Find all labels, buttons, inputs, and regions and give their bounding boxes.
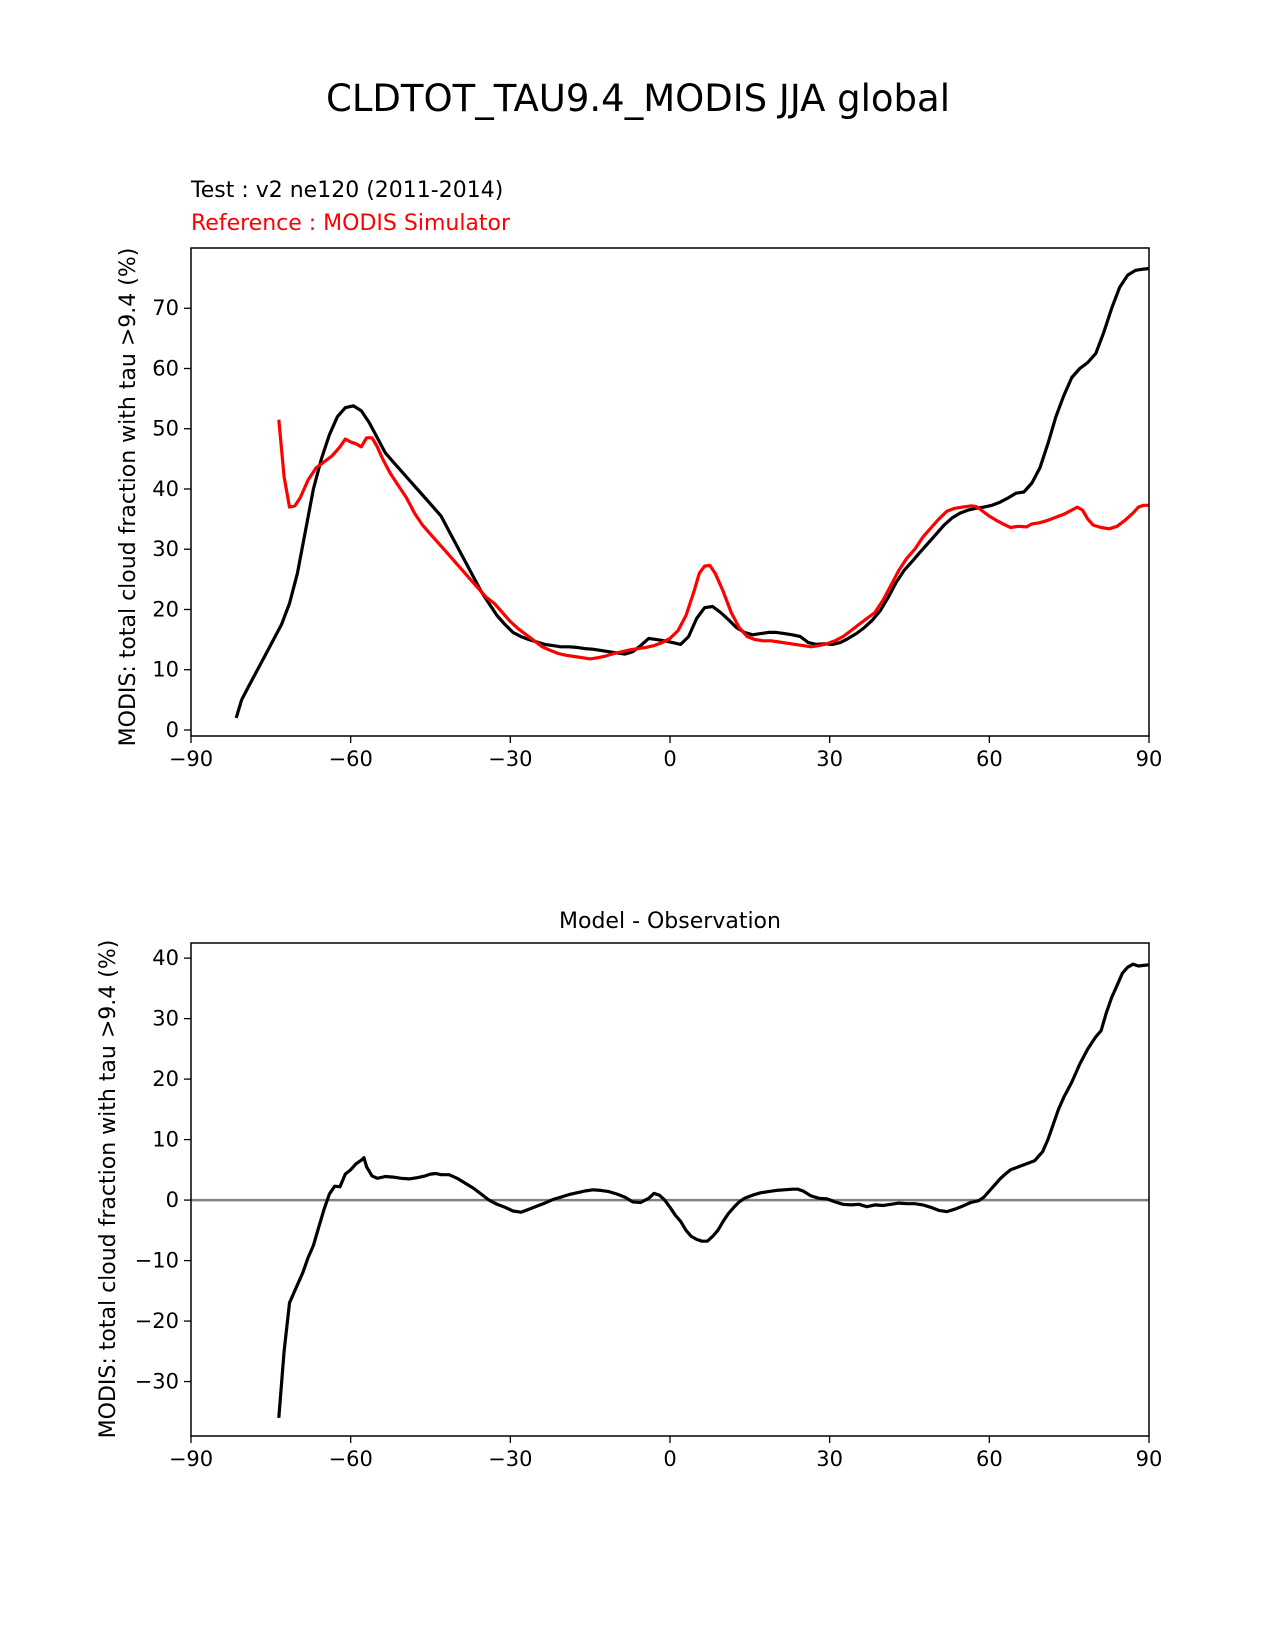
bottom-ytick-label: 10 — [152, 1128, 179, 1152]
top-xtick-label: −60 — [329, 747, 373, 771]
bottom-plot-lines — [191, 962, 1150, 1419]
bottom-ytick-label: 20 — [152, 1067, 179, 1091]
bottom-ytick-label: 30 — [152, 1007, 179, 1031]
bottom-ytick-label: 40 — [152, 946, 179, 970]
top-panel: Test : v2 ne120 (2011-2014) Reference : … — [116, 178, 1162, 771]
test-label: Test : v2 ne120 (2011-2014) — [190, 178, 503, 203]
bottom-ylabel: MODIS: total cloud fraction with tau >9.… — [96, 940, 121, 1439]
top-ytick-label: 20 — [152, 597, 179, 621]
top-xtick-label: 30 — [816, 747, 843, 771]
top-ytick-label: 50 — [152, 417, 179, 441]
test-series-line — [234, 266, 1150, 719]
top-ytick-label: 40 — [152, 477, 179, 501]
bottom-xtick-label: −90 — [169, 1447, 213, 1471]
top-ytick-label: 10 — [152, 658, 179, 682]
bottom-xtick-label: 0 — [663, 1447, 676, 1471]
bottom-xtick-label: 30 — [816, 1447, 843, 1471]
bottom-ytick-label: −20 — [135, 1309, 179, 1333]
top-xtick-label: 60 — [976, 747, 1003, 771]
top-ylabel: MODIS: total cloud fraction with tau >9.… — [116, 248, 141, 747]
bottom-panel: Model - Observation MODIS: total cloud f… — [96, 909, 1162, 1471]
bottom-ytick-label: −30 — [135, 1370, 179, 1394]
top-xtick-label: 90 — [1136, 747, 1163, 771]
top-xtick-label: −30 — [488, 747, 532, 771]
top-xtick-label: −90 — [169, 747, 213, 771]
bottom-ytick-label: −10 — [135, 1249, 179, 1273]
top-plot-lines — [234, 266, 1150, 719]
reference-series-line — [277, 419, 1149, 661]
bottom-xtick-label: −60 — [329, 1447, 373, 1471]
bottom-title: Model - Observation — [559, 909, 781, 934]
top-ytick-label: 60 — [152, 356, 179, 380]
top-plot-frame — [190, 247, 1150, 737]
figure-title: CLDTOT_TAU9.4_MODIS JJA global — [326, 77, 950, 120]
reference-label: Reference : MODIS Simulator — [191, 211, 511, 236]
difference-series-line — [277, 962, 1150, 1419]
bottom-xtick-label: −30 — [488, 1447, 532, 1471]
top-ytick-label: 30 — [152, 537, 179, 561]
top-ytick-label: 0 — [166, 718, 179, 742]
top-ytick-label: 70 — [152, 296, 179, 320]
top-axis-ticks: −90 −60 −30 0 30 60 90 0 10 20 30 40 50 60 70 — [152, 296, 1162, 771]
bottom-xtick-label: 60 — [976, 1447, 1003, 1471]
top-xtick-label: 0 — [663, 747, 676, 771]
bottom-plot-frame — [190, 942, 1150, 1437]
bottom-axis-ticks: −90 −60 −30 0 30 60 90 −30 −20 −10 0 10 20 30 40 — [135, 946, 1163, 1471]
bottom-ytick-label: 0 — [166, 1188, 179, 1212]
bottom-xtick-label: 90 — [1136, 1447, 1163, 1471]
